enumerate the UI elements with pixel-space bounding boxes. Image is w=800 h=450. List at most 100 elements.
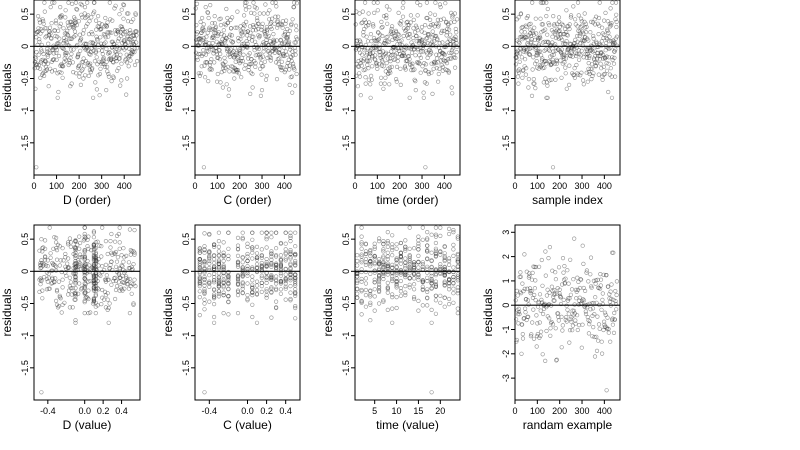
data-point — [592, 354, 598, 359]
data-point — [375, 30, 381, 35]
data-point — [253, 64, 258, 69]
data-point — [359, 287, 364, 293]
data-point — [69, 81, 74, 86]
data-point — [55, 28, 61, 34]
data-point — [128, 58, 133, 63]
data-point — [242, 13, 247, 18]
data-point — [80, 15, 85, 20]
data-point — [274, 76, 280, 82]
data-point — [397, 39, 402, 44]
data-point — [554, 357, 559, 362]
data-point — [217, 57, 222, 62]
data-point — [64, 40, 69, 45]
data-point — [77, 261, 83, 266]
data-point — [370, 53, 375, 59]
data-point — [371, 24, 376, 29]
data-point — [265, 11, 270, 16]
data-point — [433, 225, 439, 230]
data-point — [613, 47, 618, 52]
data-point — [394, 305, 399, 311]
data-point — [528, 289, 533, 294]
data-point — [607, 39, 612, 44]
data-point — [427, 47, 432, 52]
data-point — [212, 260, 217, 266]
data-point — [212, 271, 217, 277]
data-point — [274, 60, 279, 65]
data-point — [60, 75, 65, 80]
data-point — [385, 240, 390, 246]
data-point — [396, 10, 401, 15]
data-point — [570, 328, 575, 333]
data-point — [587, 71, 592, 77]
data-point — [226, 93, 231, 98]
data-point — [293, 304, 298, 309]
data-point — [568, 292, 574, 297]
data-point — [599, 39, 605, 44]
data-point — [547, 316, 552, 321]
y-tick-label: 0.5 — [181, 233, 191, 246]
data-point — [213, 30, 218, 35]
data-point — [113, 49, 119, 55]
data-point — [384, 50, 389, 55]
data-point — [48, 66, 53, 71]
data-point — [550, 165, 556, 170]
data-point — [104, 46, 109, 52]
data-point — [420, 64, 425, 69]
data-point — [106, 320, 111, 325]
data-point — [539, 63, 544, 68]
data-point — [390, 248, 395, 253]
data-point — [394, 283, 399, 288]
data-point — [132, 62, 138, 68]
data-point — [263, 2, 268, 7]
data-point — [107, 301, 112, 306]
data-point — [564, 39, 569, 44]
data-point — [577, 298, 582, 303]
data-point — [395, 58, 400, 64]
data-point — [254, 257, 260, 262]
data-point — [264, 277, 269, 282]
data-point — [102, 277, 108, 282]
data-point — [532, 264, 537, 270]
data-point — [275, 25, 280, 30]
data-point — [431, 33, 436, 38]
data-point — [563, 71, 568, 76]
data-point — [369, 73, 374, 78]
data-point — [440, 40, 445, 45]
data-point — [279, 59, 285, 64]
data-point — [573, 321, 578, 326]
data-point — [447, 50, 452, 55]
data-point — [579, 345, 584, 350]
data-point — [221, 66, 226, 71]
data-point — [121, 16, 126, 21]
data-point — [394, 79, 399, 84]
data-point — [613, 0, 619, 5]
data-point — [41, 19, 46, 24]
data-point — [372, 268, 377, 273]
data-point — [438, 266, 443, 271]
data-point — [362, 17, 367, 23]
data-point — [240, 33, 245, 38]
data-point — [420, 287, 425, 292]
data-point — [73, 238, 78, 243]
data-point — [126, 53, 131, 59]
data-point — [53, 268, 59, 273]
data-point — [453, 34, 458, 39]
data-point — [411, 35, 416, 41]
data-point — [202, 261, 207, 266]
data-point — [242, 0, 248, 5]
data-point — [278, 258, 284, 263]
data-point — [359, 269, 364, 275]
data-point — [448, 32, 453, 37]
data-point — [56, 53, 62, 59]
data-point — [547, 245, 553, 250]
data-point — [398, 82, 403, 87]
data-point — [453, 37, 459, 43]
data-point — [599, 307, 604, 312]
data-point — [50, 275, 55, 280]
data-point — [546, 58, 552, 64]
data-point — [355, 280, 360, 286]
data-point — [269, 315, 274, 320]
data-point — [532, 81, 537, 86]
